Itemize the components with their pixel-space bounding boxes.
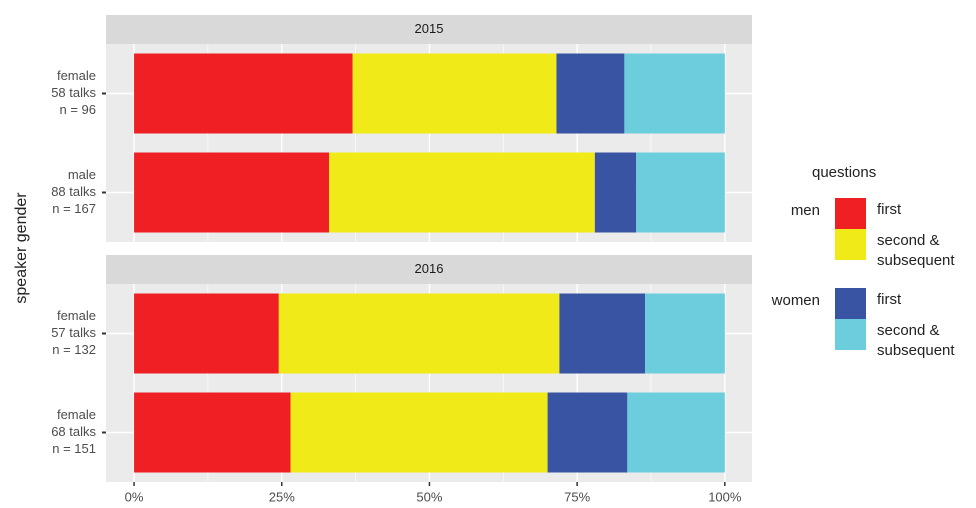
legend-key (835, 229, 866, 260)
y-tick-label: female (57, 407, 96, 422)
y-tick-label: n = 96 (59, 102, 96, 117)
y-tick-label: 88 talks (51, 184, 96, 199)
bar-segment (636, 152, 725, 233)
legend-group-label: women (771, 292, 820, 309)
bar-segment (547, 392, 628, 473)
y-tick-label: n = 132 (52, 342, 96, 357)
y-axis-title: speaker gender (13, 192, 30, 304)
bar-segment (627, 392, 725, 473)
legend-title: questions (812, 164, 877, 181)
bar-segment (352, 53, 557, 134)
x-tick-label: 100% (708, 489, 742, 504)
legend-label: second & subsequent (877, 322, 955, 359)
y-tick-label: n = 151 (52, 441, 96, 456)
bar-segment (556, 53, 625, 134)
legend-entry: first (835, 198, 975, 240)
y-tick-label: male (68, 167, 96, 182)
legend-label: first (877, 201, 902, 218)
legend-label: second & subsequent (877, 232, 955, 269)
bar-segment (624, 53, 725, 134)
bar-segment (290, 392, 548, 473)
legend-label: first (877, 291, 902, 308)
x-tick-label: 50% (416, 489, 442, 504)
y-tick-label: 57 talks (51, 325, 96, 340)
y-tick-label: female (57, 308, 96, 323)
x-tick-label: 75% (564, 489, 590, 504)
facet-title: 2015 (415, 21, 444, 36)
legend-group-label: men (790, 202, 820, 219)
bar-segment (645, 293, 725, 374)
y-tick-label: 58 talks (51, 85, 96, 100)
strip (106, 255, 752, 284)
x-tick-label: 0% (125, 489, 144, 504)
strip (106, 15, 752, 44)
bar-segment (134, 293, 279, 374)
legend-key (835, 288, 866, 319)
legend-entry: second & subsequent (835, 229, 975, 271)
bar-segment (134, 152, 330, 233)
y-tick-label: female (57, 68, 96, 83)
y-tick-label: n = 167 (52, 201, 96, 216)
legend-entry: first (835, 288, 975, 330)
legend-key (835, 198, 866, 229)
bar-segment (278, 293, 560, 374)
x-tick-label: 25% (269, 489, 295, 504)
legend-entry: second & subsequent (835, 319, 975, 361)
bar-segment (134, 53, 353, 134)
bar-segment (594, 152, 637, 233)
bar-segment (329, 152, 595, 233)
facet-title: 2016 (415, 261, 444, 276)
bar-segment (134, 392, 291, 473)
legend-key (835, 319, 866, 350)
y-tick-label: 68 talks (51, 424, 96, 439)
bar-segment (559, 293, 646, 374)
